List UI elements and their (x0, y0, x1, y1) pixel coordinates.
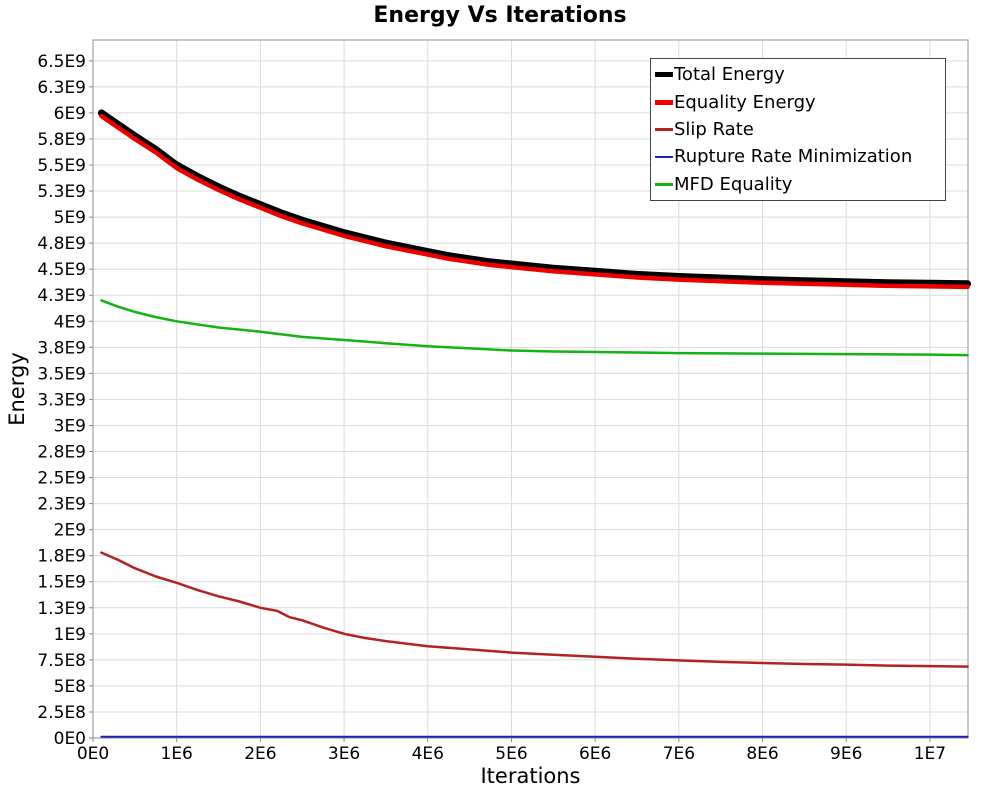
legend-label: Equality Energy (674, 91, 816, 113)
y-tick-label: 4E9 (54, 312, 86, 332)
legend-swatch-mfd-equality (655, 183, 673, 186)
y-tick-label: 3E9 (54, 416, 86, 436)
y-tick-label: 1.8E9 (37, 547, 86, 567)
plot-border (92, 39, 969, 739)
y-tick-label: 3.8E9 (37, 338, 86, 358)
legend-item-slip-rate: Slip Rate (655, 116, 945, 143)
x-tick-label: 3E6 (328, 744, 360, 764)
series-line-mfd-equality (100, 299, 969, 357)
x-tick-label: 9E6 (830, 744, 862, 764)
y-tick-label: 5.3E9 (37, 182, 86, 202)
y-tick-label: 5.5E9 (37, 156, 86, 176)
x-tick-label: 2E6 (244, 744, 276, 764)
legend-item-total-energy: Total Energy (655, 61, 945, 88)
y-tick-label: 6.3E9 (37, 78, 86, 98)
y-tick-label: 1.3E9 (37, 599, 86, 619)
y-tick-label: 5E8 (54, 677, 86, 697)
y-axis-title: Energy (5, 352, 29, 426)
legend-label: Rupture Rate Minimization (674, 146, 913, 168)
x-tick-label: 7E6 (663, 744, 695, 764)
x-axis-title: Iterations (480, 764, 581, 788)
legend-swatch-slip-rate (655, 128, 673, 131)
y-tick-label: 1.5E9 (37, 573, 86, 593)
y-tick-label: 2E9 (54, 521, 86, 541)
chart-title: Energy Vs Iterations (373, 3, 627, 28)
series-line-equality-energy (99, 113, 970, 290)
legend-label: MFD Equality (674, 173, 793, 195)
y-tick-label: 3.3E9 (37, 390, 86, 410)
x-tick-label: 4E6 (412, 744, 444, 764)
y-tick-label: 4.5E9 (37, 260, 86, 280)
legend-swatch-rupture-rate-minimization (655, 155, 673, 159)
y-tick-label: 2.3E9 (37, 495, 86, 515)
y-tick-label: 0E0 (54, 729, 86, 749)
y-tick-label: 4.8E9 (37, 234, 86, 254)
x-tick-label: 5E6 (495, 744, 527, 764)
y-tick-label: 6.5E9 (37, 52, 86, 72)
y-tick-label: 6E9 (54, 104, 86, 124)
y-tick-label: 5E9 (54, 208, 86, 228)
legend: Total Energy Equality Energy Slip Rate R… (650, 58, 946, 201)
y-tick-label: 2.8E9 (37, 443, 86, 463)
legend-swatch-total-energy (655, 72, 673, 78)
y-tick-label: 4.3E9 (37, 286, 86, 306)
x-tick-label: 6E6 (579, 744, 611, 764)
x-tick-label: 1E6 (161, 744, 193, 764)
legend-label: Slip Rate (674, 118, 754, 140)
x-tick-label: 8E6 (746, 744, 778, 764)
legend-label: Total Energy (674, 64, 785, 86)
x-tick-label: 0E0 (77, 744, 109, 764)
series-line-slip-rate (100, 551, 969, 668)
y-tick-label: 7.5E8 (37, 651, 86, 671)
y-tick-label: 1E9 (54, 625, 86, 645)
y-tick-label: 2.5E9 (37, 469, 86, 489)
legend-item-mfd-equality: MFD Equality (655, 171, 945, 198)
series-line-total-energy (97, 109, 972, 288)
legend-item-equality-energy: Equality Energy (655, 88, 945, 115)
y-tick-label: 2.5E8 (37, 703, 86, 723)
y-tick-label: 3.5E9 (37, 364, 86, 384)
legend-item-rupture-rate-minimization: Rupture Rate Minimization (655, 143, 945, 170)
x-tick-label: 1E7 (914, 744, 946, 764)
legend-swatch-equality-energy (655, 99, 673, 105)
y-tick-label: 5.8E9 (37, 130, 86, 150)
